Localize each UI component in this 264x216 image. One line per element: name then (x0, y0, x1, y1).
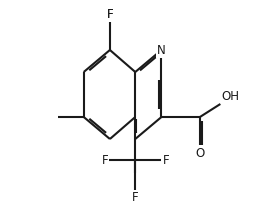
Text: N: N (157, 43, 166, 57)
Text: OH: OH (221, 90, 239, 103)
Text: O: O (195, 147, 205, 160)
Text: F: F (107, 8, 113, 21)
Text: F: F (132, 191, 139, 204)
Text: F: F (163, 154, 169, 167)
Text: F: F (101, 154, 108, 167)
Text: F: F (107, 8, 113, 21)
Text: N: N (157, 43, 166, 57)
